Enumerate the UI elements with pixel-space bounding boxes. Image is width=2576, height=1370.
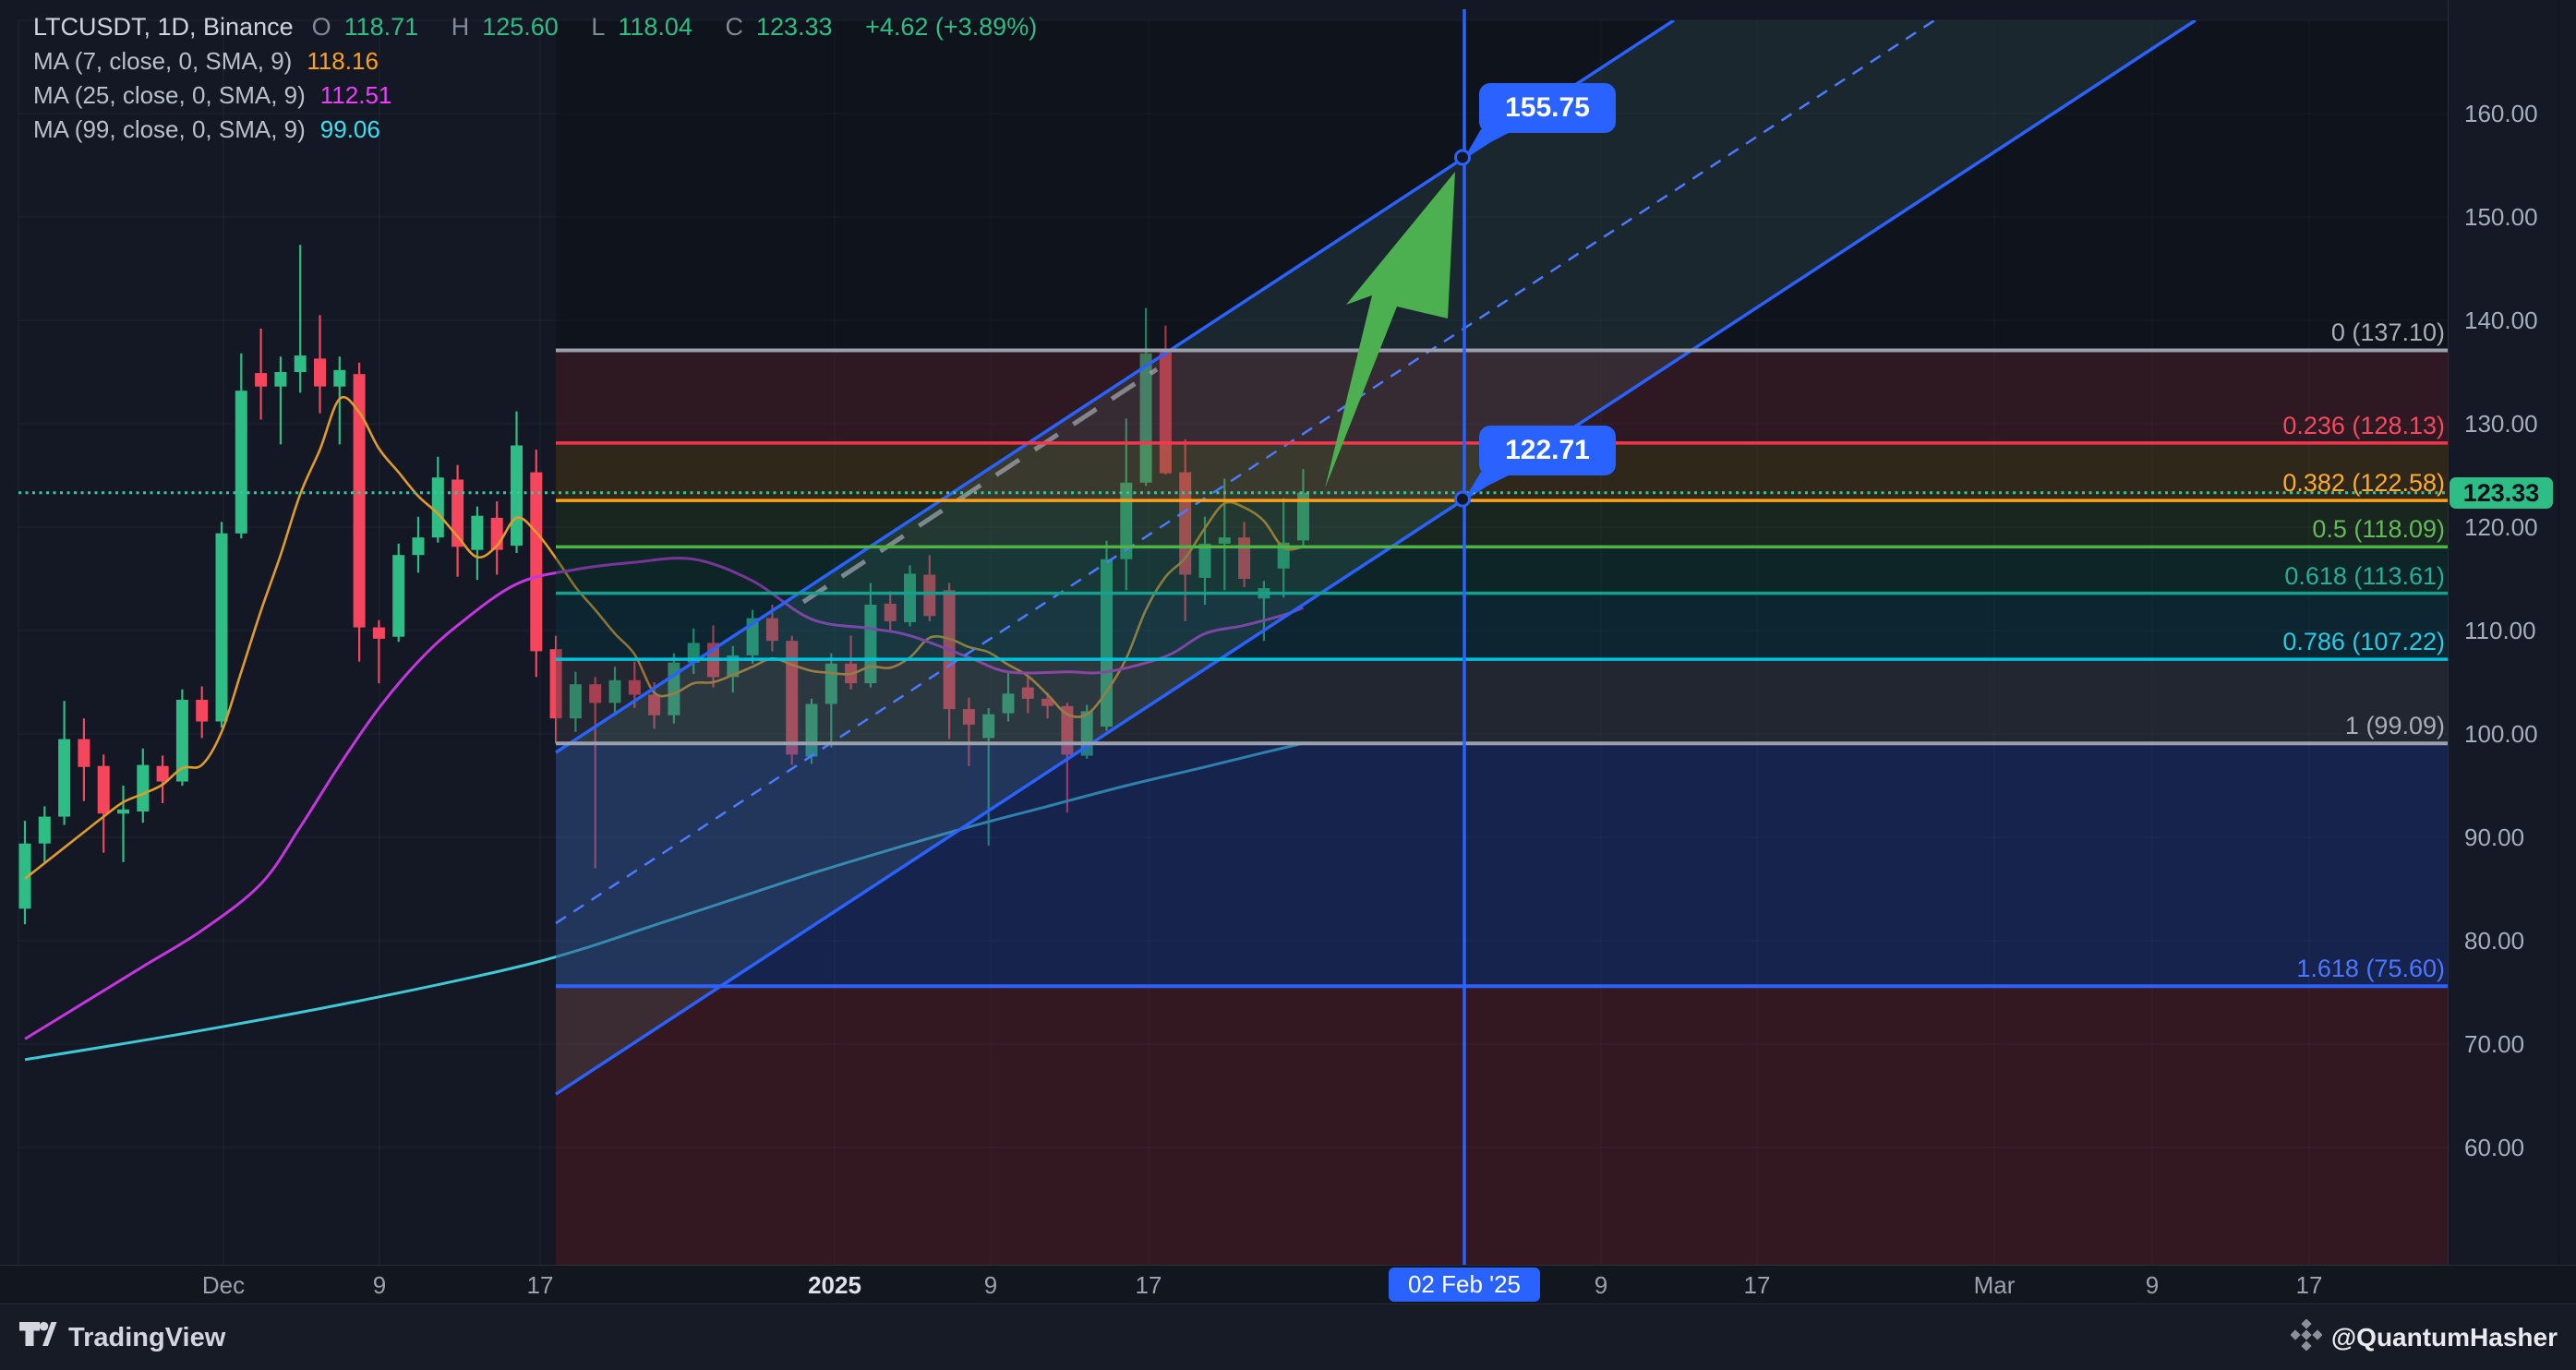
footer-bar: TradingView @QuantumHasher: [0, 1305, 2576, 1370]
moving-averages: [24, 395, 1305, 1062]
ma-label: MA (99, close, 0, SMA, 9): [33, 115, 306, 143]
symbol-legend-row[interactable]: LTCUSDT, 1D, Binance O 118.71 H 125.60 L 11…: [33, 13, 1050, 47]
ma99-line: [24, 741, 1304, 1062]
ma-legend-row-1[interactable]: MA (25, close, 0, SMA, 9) 112.51: [33, 81, 1050, 115]
ma25-line: [24, 557, 1305, 1040]
ma-label: MA (7, close, 0, SMA, 9): [33, 47, 293, 75]
price-axis-edge: [2558, 0, 2559, 1265]
price-tick: 60.00: [2464, 1134, 2525, 1161]
ma-label: MA (25, close, 0, SMA, 9): [33, 81, 306, 109]
chart-legend: LTCUSDT, 1D, Binance O 118.71 H 125.60 L 11…: [33, 13, 1050, 150]
time-axis[interactable]: Dec 9 17 2025 9 17 9 17 Mar 9 17 02 Feb '25: [0, 1265, 2576, 1304]
fib-label-0.5: 0.5 (118.09): [2312, 515, 2445, 543]
change-value: +4.62 (+3.89%): [865, 13, 1038, 41]
price-tick: 120.00: [2464, 513, 2538, 541]
ma7-line: [24, 395, 1304, 880]
callout-anchors: [1454, 129, 1509, 508]
price-tick: 160.00: [2464, 100, 2538, 127]
fib-label-1.618: 1.618 (75.60): [2296, 955, 2445, 982]
time-tick: 2025: [808, 1271, 861, 1299]
fib-label-0.618: 0.618 (113.61): [2284, 562, 2445, 590]
price-tick: 70.00: [2464, 1030, 2525, 1058]
time-tick: 9: [1594, 1271, 1608, 1299]
fib-label-1: 1 (99.09): [2344, 712, 2445, 739]
price-axis[interactable]: 160.00 150.00 140.00 130.00 120.00 110.00 100.…: [2448, 0, 2576, 1265]
tradingview-logo-icon: [18, 1317, 57, 1358]
symbol-title: LTCUSDT, 1D, Binance: [33, 13, 294, 41]
ma-value: 99.06: [319, 115, 380, 143]
price-tick: 110.00: [2464, 617, 2536, 644]
ma-legend-row-0[interactable]: MA (7, close, 0, SMA, 9) 118.16: [33, 47, 1050, 81]
time-tick: 17: [1743, 1271, 1771, 1299]
candles: [18, 245, 1309, 925]
fib-label-0.236: 0.236 (128.13): [2282, 412, 2445, 439]
date-highlight-tag: 02 Feb '25: [1389, 1268, 1540, 1302]
price-tick: 150.00: [2464, 203, 2538, 231]
author-credit-text: @QuantumHasher: [2330, 1323, 2558, 1352]
fib-label-0: 0 (137.10): [2330, 318, 2445, 346]
fib-level-lines: [556, 348, 2448, 989]
time-tick: Mar: [1973, 1271, 2016, 1299]
price-tick: 140.00: [2464, 306, 2538, 334]
ma-legend-rows: MA (7, close, 0, SMA, 9) 118.16 MA (25, …: [33, 47, 1050, 150]
time-tick: 17: [526, 1271, 554, 1299]
time-tick: 17: [2295, 1271, 2323, 1299]
ohlc-values: O 118.71 H 125.60 L 118.04 C 123.33 +4.62 (+…: [311, 13, 1038, 41]
price-tick: 100.00: [2464, 720, 2538, 748]
tradingview-brand[interactable]: TradingView: [18, 1317, 225, 1358]
ma-value: 118.16: [307, 47, 379, 75]
author-credit[interactable]: @QuantumHasher: [2290, 1317, 2558, 1357]
channel-lower-line: [555, 20, 2197, 1096]
ma-value: 112.51: [319, 81, 392, 109]
time-tick: Dec: [201, 1271, 246, 1299]
time-tick: 9: [983, 1271, 998, 1299]
tradingview-brand-text: TradingView: [68, 1322, 226, 1352]
ma-legend-row-2[interactable]: MA (99, close, 0, SMA, 9) 99.06: [33, 115, 1050, 150]
fib-label-0.786: 0.786 (107.22): [2282, 628, 2445, 655]
price-target-bubble-upper[interactable]: 155.75: [1479, 83, 1616, 133]
time-tick: 9: [2145, 1271, 2160, 1299]
price-tick: 90.00: [2464, 823, 2525, 851]
price-tick: 130.00: [2464, 410, 2538, 438]
gray-trendline: [801, 367, 1159, 605]
binance-diamond-icon: [2290, 1317, 2323, 1357]
price-tick: 80.00: [2464, 927, 2525, 955]
time-tick: 9: [372, 1271, 387, 1299]
last-price-tag: 123.33: [2450, 477, 2553, 509]
up-arrow: [1325, 172, 1455, 488]
fib-label-0.382: 0.382 (122.58): [2282, 469, 2445, 497]
time-tick: 17: [1135, 1271, 1162, 1299]
price-target-bubble-lower[interactable]: 122.71: [1479, 426, 1616, 475]
